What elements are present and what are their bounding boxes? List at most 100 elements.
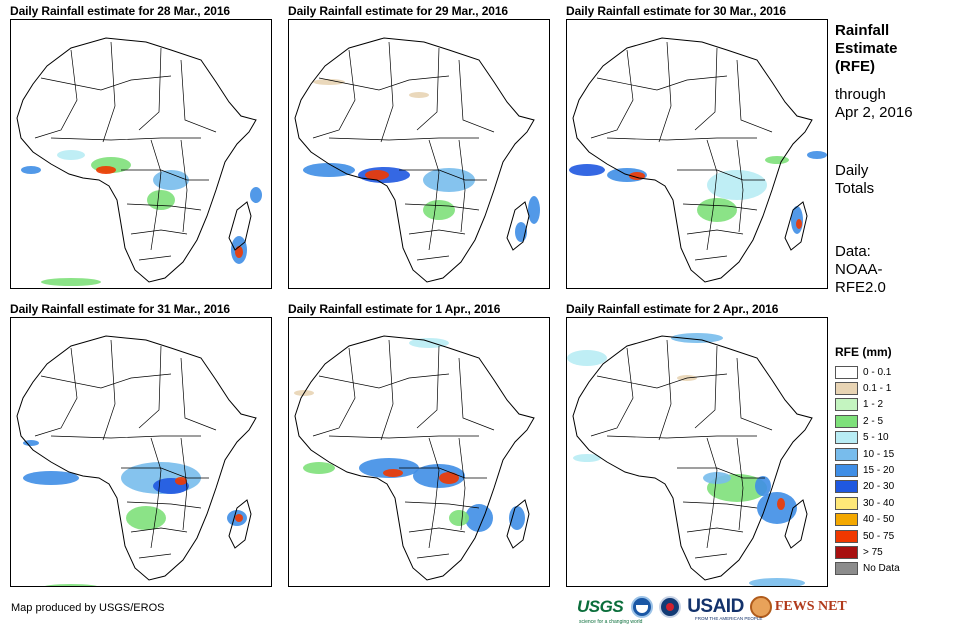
rainfall-area <box>697 198 737 222</box>
heading-line: Estimate <box>835 40 898 57</box>
country-border <box>590 49 634 139</box>
legend-swatch <box>835 431 858 445</box>
rainfall-area <box>439 472 459 484</box>
legend-swatch <box>835 365 858 379</box>
usaid-wordmark: USAID <box>687 596 744 617</box>
data-line: Data: <box>835 243 871 260</box>
rainfall-area <box>23 471 79 485</box>
madagascar-outline <box>228 499 252 549</box>
country-border <box>180 139 188 233</box>
country-border <box>180 437 188 531</box>
country-border <box>102 339 116 441</box>
country-border <box>682 501 758 509</box>
africa-landmass <box>573 336 812 580</box>
africa-landmass <box>295 336 534 580</box>
country-border <box>328 435 479 439</box>
legend-label: 0.1 - 1 <box>863 383 892 395</box>
africa-rainfall-map <box>566 19 828 289</box>
coastline <box>16 37 257 283</box>
legend-item: 40 - 50 <box>835 512 960 528</box>
legend-item: 5 - 10 <box>835 430 960 446</box>
rainfall-area <box>755 476 771 496</box>
country-border <box>596 75 728 91</box>
country-border <box>138 255 172 261</box>
totals-line: Daily <box>835 162 869 179</box>
rainfall-area <box>765 156 789 164</box>
country-border <box>706 139 718 251</box>
rainfall-area <box>41 278 101 286</box>
legend-item: 2 - 5 <box>835 413 960 429</box>
through-line: Apr 2, 2016 <box>835 104 913 121</box>
rainfall-area <box>671 333 723 343</box>
logos: USGS science for a changing world USAID … <box>577 592 847 625</box>
legend-label: 30 - 40 <box>863 497 895 509</box>
country-border <box>677 467 765 479</box>
country-border <box>694 345 718 429</box>
legend-item: 10 - 15 <box>835 446 960 462</box>
rainfall-area <box>250 187 262 203</box>
country-border <box>404 501 480 509</box>
country-border <box>408 229 466 235</box>
usgs-logo: USGS science for a changing world <box>577 597 642 625</box>
legend-label: > 75 <box>863 546 883 558</box>
legend-swatch <box>835 382 858 396</box>
africa-rainfall-map <box>288 19 550 289</box>
legend-item: 1 - 2 <box>835 397 960 413</box>
through-date: through Apr 2, 2016 <box>835 86 913 122</box>
data-source: Data: NOAA- RFE2.0 <box>835 243 886 297</box>
country-border <box>408 527 466 533</box>
country-border <box>694 255 728 261</box>
country-border <box>312 347 356 437</box>
legend-item: 30 - 40 <box>835 495 960 511</box>
country-border <box>416 553 450 559</box>
madagascar-outline <box>506 201 530 251</box>
madagascar-outline <box>784 201 808 251</box>
coastline <box>294 37 535 283</box>
country-border <box>126 501 202 509</box>
rainfall-area <box>303 462 335 474</box>
country-border <box>399 169 487 181</box>
country-border <box>150 139 162 251</box>
rainfall-area <box>569 164 605 176</box>
legend-swatch <box>835 496 858 510</box>
country-border <box>130 229 188 235</box>
madagascar-outline <box>784 499 808 549</box>
country-border <box>428 139 440 251</box>
africa-landmass <box>295 38 534 282</box>
legend-label: 50 - 75 <box>863 530 895 542</box>
country-border <box>312 49 356 139</box>
legend-swatch <box>835 447 858 461</box>
legend-label: 1 - 2 <box>863 399 884 411</box>
coastline <box>294 335 535 581</box>
rainfall-area <box>409 338 449 348</box>
panel-title: Daily Rainfall estimate for 30 Mar., 201… <box>566 4 787 18</box>
legend-item: 20 - 30 <box>835 479 960 495</box>
coastline <box>572 37 813 283</box>
legend-item: 0.1 - 1 <box>835 380 960 396</box>
legend-swatch <box>835 464 858 478</box>
heading-line: (RFE) <box>835 58 875 75</box>
data-line: NOAA- <box>835 261 883 278</box>
legend: RFE (mm) 0 - 0.1 0.1 - 1 1 - 2 2 - 5 5 - 10 1… <box>835 345 960 577</box>
rainfall-area <box>777 498 785 510</box>
country-border <box>686 527 744 533</box>
rainfall-area <box>423 168 475 192</box>
rainfall-area <box>567 350 607 366</box>
totals-line: Totals <box>835 180 875 197</box>
legend-label: 20 - 30 <box>863 481 895 493</box>
country-border <box>686 229 744 235</box>
rainfall-area <box>749 578 805 586</box>
country-border <box>416 47 440 131</box>
coastline <box>572 335 813 581</box>
rainfall-area <box>796 219 802 229</box>
madagascar-outline <box>228 201 252 251</box>
country-border <box>138 47 162 131</box>
map-panel-5: Daily Rainfall estimate for 1 Apr., 2016 <box>288 302 550 587</box>
country-border <box>458 139 466 233</box>
panel-title: Daily Rainfall estimate for 2 Apr., 2016 <box>566 302 779 316</box>
country-border <box>130 527 188 533</box>
madagascar-outline <box>506 499 530 549</box>
fews-net-seal-icon <box>749 596 772 618</box>
legend-swatch <box>835 545 858 559</box>
map-panel-4: Daily Rainfall estimate for 31 Mar., 201… <box>10 302 272 587</box>
